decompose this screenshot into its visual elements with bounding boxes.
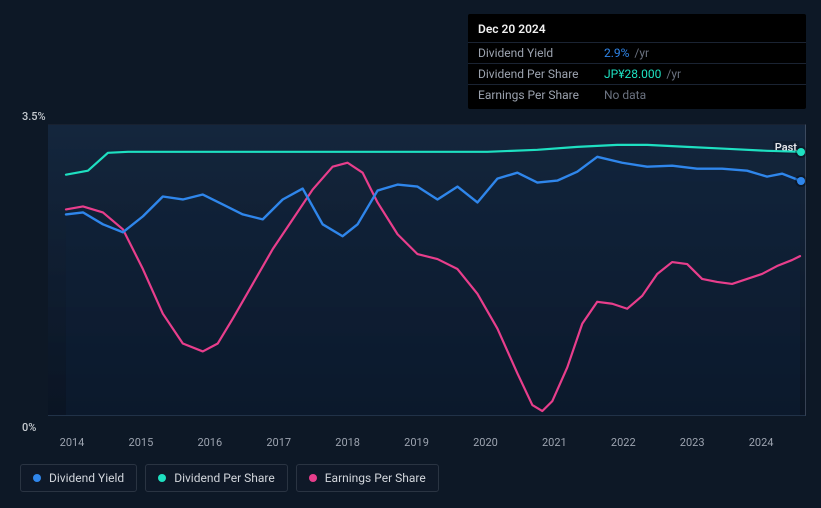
tooltip-row: Dividend Per ShareJP¥28.000 /yr <box>468 63 806 84</box>
x-tick: 2020 <box>473 436 498 449</box>
x-tick: 2022 <box>611 436 636 449</box>
legend-item[interactable]: Earnings Per Share <box>296 464 439 492</box>
tooltip-suffix: /yr <box>663 67 681 81</box>
tooltip-label: Dividend Per Share <box>478 67 604 81</box>
tooltip-value: JP¥28.000 /yr <box>604 67 796 81</box>
legend-label: Dividend Yield <box>49 471 124 485</box>
tooltip-row: Dividend Yield2.9% /yr <box>468 42 806 63</box>
tooltip-suffix: /yr <box>631 46 649 60</box>
chart-area: 3.5% 0% Past 201420152016201720182019202… <box>20 110 806 430</box>
legend-dot-icon <box>158 474 166 482</box>
legend-label: Dividend Per Share <box>174 471 275 485</box>
x-tick: 2014 <box>60 436 85 449</box>
legend: Dividend Yield Dividend Per Share Earnings… <box>20 464 439 492</box>
x-tick: 2024 <box>749 436 774 449</box>
x-axis: 2014201520162017201820192020202120222023… <box>68 436 806 452</box>
tooltip-panel: Dec 20 2024 Dividend Yield2.9% /yrDivide… <box>468 14 806 109</box>
tooltip-row: Earnings Per ShareNo data <box>468 84 806 105</box>
x-tick: 2019 <box>404 436 429 449</box>
legend-label: Earnings Per Share <box>325 471 426 485</box>
tooltip-label: Dividend Yield <box>478 46 604 60</box>
end-marker-dividend_yield <box>797 177 805 185</box>
x-tick: 2021 <box>542 436 567 449</box>
x-tick: 2016 <box>197 436 222 449</box>
x-tick: 2017 <box>266 436 291 449</box>
y-axis-min: 0% <box>22 421 36 434</box>
x-tick: 2015 <box>129 436 154 449</box>
tooltip-value: No data <box>604 88 796 102</box>
x-tick: 2023 <box>680 436 705 449</box>
chart-lines <box>48 125 805 415</box>
legend-dot-icon <box>33 474 41 482</box>
legend-item[interactable]: Dividend Yield <box>20 464 137 492</box>
end-marker-dividend_per_share <box>797 148 805 156</box>
plot-region[interactable]: Past <box>48 124 806 416</box>
legend-item[interactable]: Dividend Per Share <box>145 464 288 492</box>
tooltip-value: 2.9% /yr <box>604 46 796 60</box>
x-tick: 2018 <box>335 436 360 449</box>
legend-dot-icon <box>309 474 317 482</box>
y-axis-max: 3.5% <box>22 110 46 123</box>
tooltip-label: Earnings Per Share <box>478 88 604 102</box>
tooltip-date: Dec 20 2024 <box>468 22 806 42</box>
